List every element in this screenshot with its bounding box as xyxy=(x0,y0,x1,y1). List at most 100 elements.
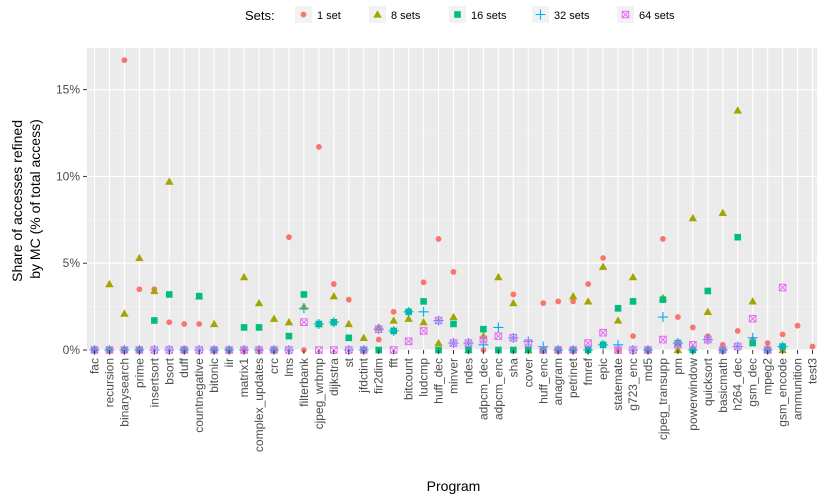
x-tick-label: lms xyxy=(282,358,296,377)
x-tick-label: ludcmp xyxy=(417,358,431,397)
data-point xyxy=(404,337,413,346)
data-point xyxy=(150,286,159,295)
x-tick-label: matrix1 xyxy=(237,358,251,398)
data-point xyxy=(704,335,712,344)
data-point xyxy=(165,291,173,298)
data-point xyxy=(181,321,188,327)
data-point xyxy=(480,325,487,333)
data-point xyxy=(449,339,458,347)
data-point xyxy=(450,320,457,328)
data-point xyxy=(779,331,786,338)
data-point xyxy=(300,318,308,327)
x-tick-label: anagram xyxy=(551,358,565,405)
data-point xyxy=(777,341,788,352)
data-point xyxy=(613,316,623,324)
data-point xyxy=(509,334,518,342)
data-point xyxy=(298,303,309,314)
data-point xyxy=(809,343,816,350)
plot-panel xyxy=(87,48,817,350)
data-point xyxy=(657,312,668,323)
x-tick-label: adpcm_dec xyxy=(476,358,490,420)
x-axis: fac recursion binarysearch prime insertsort b… xyxy=(87,350,817,452)
data-point xyxy=(330,281,337,287)
data-point xyxy=(660,236,666,242)
legend-key xyxy=(300,11,307,18)
data-point xyxy=(659,296,667,303)
data-point xyxy=(404,314,413,322)
y-axis-title-line-2: by MC (% of total access) xyxy=(27,119,43,279)
data-point xyxy=(734,328,741,334)
y-axis-title: Share of accesses refined by MC (% of to… xyxy=(9,116,43,282)
x-tick-label: fir2dim xyxy=(372,358,386,394)
data-point xyxy=(255,324,263,331)
data-point xyxy=(165,177,174,185)
x-tick-label: pm xyxy=(671,358,685,375)
data-point xyxy=(209,319,219,328)
x-tick-label: bitonic xyxy=(207,358,221,393)
x-tick-label: quicksort xyxy=(701,357,715,406)
data-point xyxy=(630,333,636,340)
legend-item: 1 set xyxy=(295,6,341,23)
data-point xyxy=(628,272,638,281)
x-tick-label: gsm_dec xyxy=(746,358,760,407)
data-point xyxy=(284,318,294,326)
data-point xyxy=(509,298,518,307)
data-point xyxy=(135,253,144,262)
y-tick-label: 5% xyxy=(63,256,81,270)
legend-label: 16 sets xyxy=(471,10,507,22)
x-tick-label: cover xyxy=(521,358,535,387)
x-tick-label: powerwindow xyxy=(686,358,700,431)
data-point xyxy=(195,292,203,300)
x-tick-label: dijkstra xyxy=(327,358,341,396)
data-point xyxy=(733,342,742,351)
data-point xyxy=(151,317,158,324)
data-point xyxy=(285,332,293,340)
data-point xyxy=(344,319,353,328)
data-point xyxy=(328,317,339,328)
x-tick-label: prime xyxy=(132,358,146,388)
y-axis-title-line-1: Share of accesses refined xyxy=(9,120,25,282)
x-tick-label: g723_enc xyxy=(626,358,640,411)
data-point xyxy=(254,298,264,307)
data-point xyxy=(600,255,606,261)
legend-key xyxy=(373,10,382,18)
x-tick-label: fac xyxy=(87,358,101,374)
x-tick-label: statemate xyxy=(611,358,625,411)
x-tick-label: ammunition xyxy=(791,358,805,420)
data-point xyxy=(166,319,173,326)
data-point xyxy=(688,213,698,222)
legend-label: 8 sets xyxy=(391,10,421,22)
data-point xyxy=(598,262,608,270)
x-tick-label: huff_enc xyxy=(536,358,550,404)
data-point xyxy=(674,314,681,320)
data-point xyxy=(389,316,398,324)
legend-label: 1 set xyxy=(317,10,341,22)
data-point xyxy=(315,144,322,150)
x-tick-label: minver xyxy=(447,358,461,394)
x-tick-label: filterbank xyxy=(297,357,311,407)
data-point xyxy=(689,324,696,331)
data-point xyxy=(748,297,757,305)
data-point xyxy=(121,57,128,64)
data-point xyxy=(374,325,383,333)
legend-key xyxy=(621,10,630,19)
x-tick-label: countnegative xyxy=(192,358,206,433)
data-point xyxy=(704,287,712,295)
legend-key xyxy=(454,11,461,18)
data-point xyxy=(524,339,533,347)
data-point xyxy=(599,328,607,337)
gridlines xyxy=(87,48,817,351)
x-tick-label: basicmath xyxy=(716,358,730,413)
data-point xyxy=(286,234,292,241)
data-point xyxy=(478,339,489,350)
x-tick-label: petrinet xyxy=(566,357,580,398)
data-point xyxy=(345,296,352,303)
data-point xyxy=(359,333,368,342)
data-point xyxy=(747,332,758,343)
x-tick-label: st xyxy=(342,357,356,367)
data-point xyxy=(598,339,609,350)
data-point xyxy=(629,298,637,305)
x-tick-label: gsm_encode xyxy=(776,358,790,427)
y-axis: 0% 5% 10% 15% xyxy=(56,83,87,357)
data-point xyxy=(420,298,427,305)
